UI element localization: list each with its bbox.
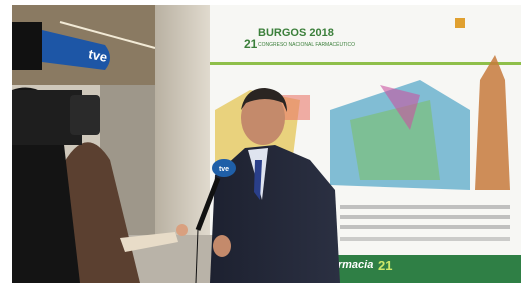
banner-city-year: BURGOS 2018 — [258, 27, 334, 39]
page: {"banner": {"city_year": "BURGOS 2018", … — [0, 0, 523, 286]
microphone-logo: tve — [219, 166, 229, 173]
banner-edition: 21 — [244, 37, 258, 51]
council-logo — [455, 18, 465, 28]
photo: BURGOS 2018 21 CONGRESO NACIONAL FARMACÉ… — [0, 0, 523, 286]
footer-brand-number: 21 — [378, 258, 392, 273]
banner-subtitle: CONGRESO NACIONAL FARMACÉUTICO — [258, 41, 355, 48]
wall — [155, 5, 215, 255]
banner-stripe — [210, 62, 521, 65]
